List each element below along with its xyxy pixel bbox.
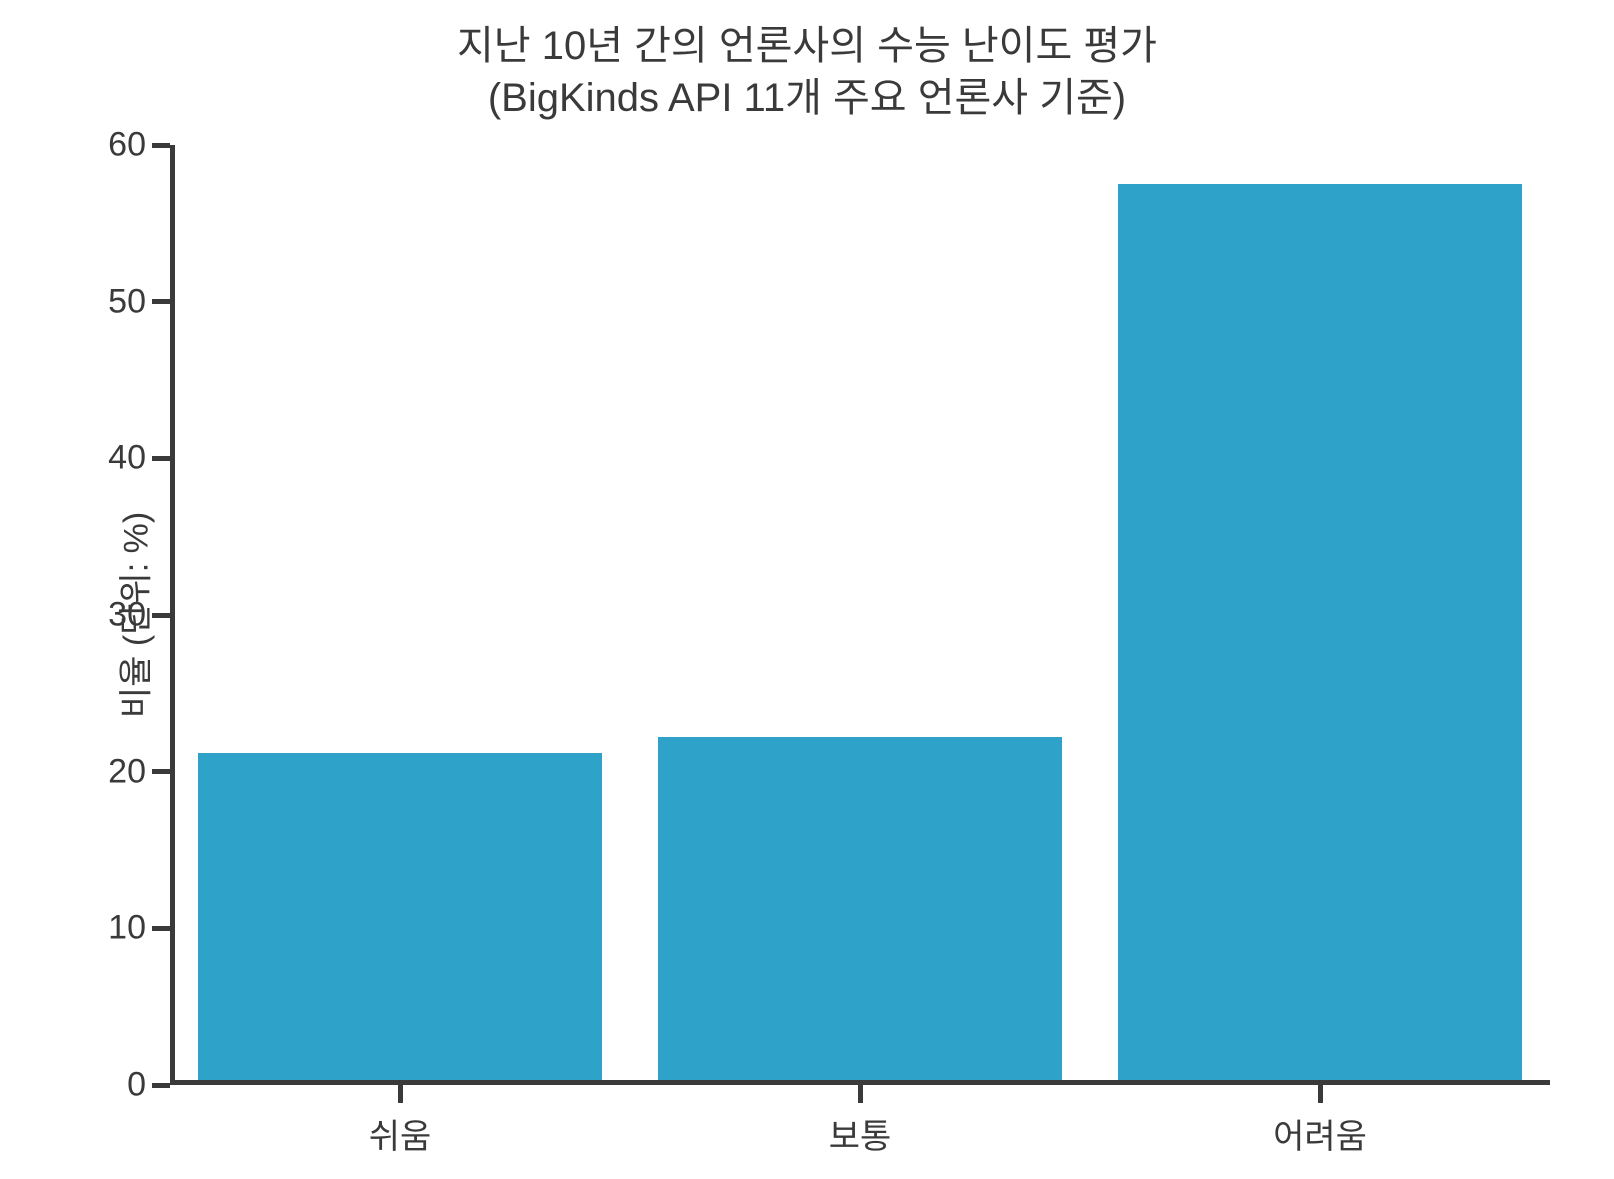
- x-tick-label: 쉬움: [369, 1109, 432, 1158]
- y-tick-label: 10: [108, 909, 146, 948]
- chart-title-line2: (BigKinds API 11개 주요 언론사 기준): [0, 72, 1614, 124]
- chart-title-line1: 지난 10년 간의 언론사의 수능 난이도 평가: [0, 20, 1614, 72]
- x-tick-label: 어려움: [1273, 1109, 1367, 1158]
- chart-title: 지난 10년 간의 언론사의 수능 난이도 평가 (BigKinds API 1…: [0, 20, 1614, 124]
- bar: [658, 737, 1063, 1080]
- bar: [1118, 184, 1523, 1080]
- y-tick-label: 0: [127, 1066, 146, 1105]
- x-tick: [398, 1085, 403, 1103]
- y-tick: [152, 1083, 170, 1088]
- x-tick: [1318, 1085, 1323, 1103]
- y-tick-label: 40: [108, 439, 146, 478]
- y-tick: [152, 613, 170, 618]
- x-tick-label: 보통: [829, 1109, 892, 1158]
- y-tick: [152, 456, 170, 461]
- y-tick-label: 30: [108, 596, 146, 635]
- x-tick: [858, 1085, 863, 1103]
- y-tick: [152, 299, 170, 304]
- plot-area: 0102030405060 쉬움보통어려움: [170, 145, 1550, 1085]
- y-tick: [152, 143, 170, 148]
- y-tick: [152, 769, 170, 774]
- chart-container: 지난 10년 간의 언론사의 수능 난이도 평가 (BigKinds API 1…: [0, 0, 1614, 1179]
- y-tick-label: 50: [108, 282, 146, 321]
- y-tick-label: 20: [108, 752, 146, 791]
- y-tick: [152, 926, 170, 931]
- y-axis-line: [170, 145, 175, 1085]
- bar: [198, 753, 603, 1080]
- y-tick-label: 60: [108, 126, 146, 165]
